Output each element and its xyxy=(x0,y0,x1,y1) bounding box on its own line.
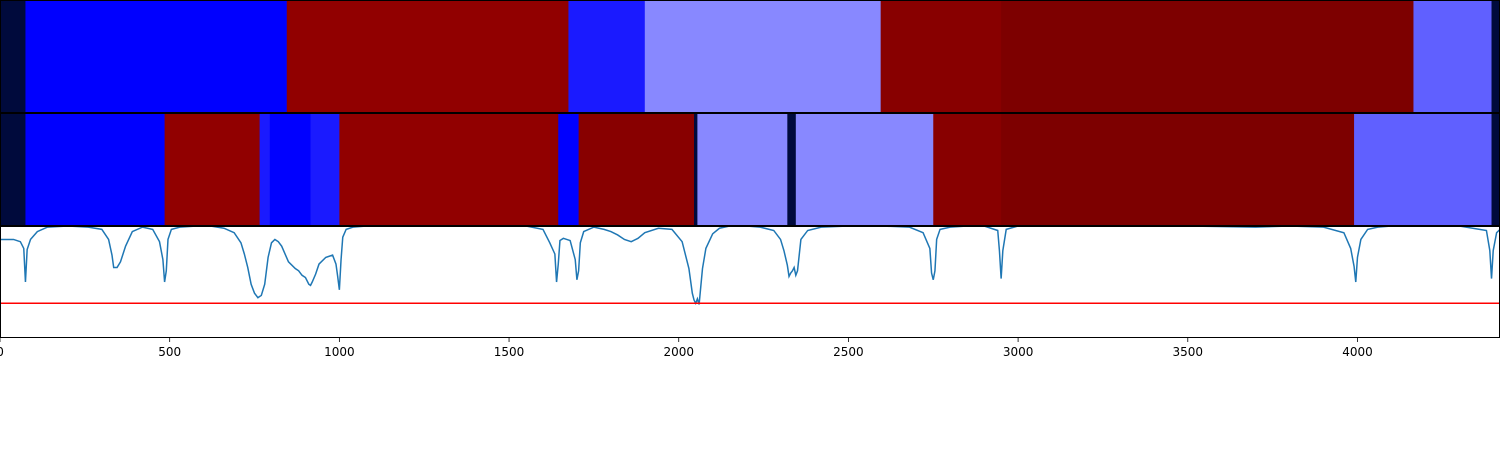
signal-line xyxy=(0,225,1500,306)
heatmap-segment-2-14 xyxy=(933,113,1002,225)
heatmap-track-2 xyxy=(0,113,1500,225)
x-tick-label-2000: 2000 xyxy=(663,345,694,359)
heatmap-segment-1-3 xyxy=(286,0,569,112)
x-tick-label-2500: 2500 xyxy=(833,345,864,359)
heatmap-segment-2-16 xyxy=(1354,113,1493,225)
heatmap-segment-1-5 xyxy=(644,0,882,112)
heatmap-segment-2-13 xyxy=(795,113,934,225)
heatmap-segment-2-10 xyxy=(694,113,698,225)
heatmap-segment-2-17 xyxy=(1491,113,1500,225)
heatmap-segment-1-1 xyxy=(0,0,26,112)
heatmap-segment-1-7 xyxy=(1001,0,1414,112)
line-panel xyxy=(0,225,1500,338)
heatmap-segment-2-12 xyxy=(787,113,797,225)
heatmap-segment-2-3 xyxy=(164,113,261,225)
heatmap-segment-1-9 xyxy=(1491,0,1500,112)
x-axis: 0 500 1000 1500 2000 2500 3000 3500 4000 xyxy=(0,338,1373,359)
x-tick-label-0: 0 xyxy=(0,345,4,359)
heatmap-segment-2-2 xyxy=(25,113,166,225)
heatmap-segment-2-6 xyxy=(310,113,340,225)
heatmap-segment-1-8 xyxy=(1413,0,1493,112)
heatmap-segment-2-1 xyxy=(0,113,26,225)
x-tick-label-1000: 1000 xyxy=(324,345,355,359)
heatmap-track-1 xyxy=(0,0,1500,112)
heatmap-segment-2-4 xyxy=(259,113,271,225)
x-tick-label-4000: 4000 xyxy=(1342,345,1373,359)
x-tick-label-1500: 1500 xyxy=(494,345,525,359)
heatmap-segment-1-4 xyxy=(568,0,646,112)
heatmap-segment-2-8 xyxy=(558,113,580,225)
heatmap-segment-1-6 xyxy=(880,0,1002,112)
heatmap-segment-2-15 xyxy=(1001,113,1355,225)
x-tick-label-3000: 3000 xyxy=(1003,345,1034,359)
heatmap-segment-2-7 xyxy=(339,113,559,225)
x-tick-label-500: 500 xyxy=(158,345,181,359)
line-panel-background xyxy=(0,226,1500,338)
heatmap-segment-2-11 xyxy=(697,113,788,225)
heatmap-segment-2-5 xyxy=(269,113,312,225)
heatmap-segment-1-2 xyxy=(25,0,288,112)
x-tick-label-3500: 3500 xyxy=(1173,345,1204,359)
heatmap-segment-2-9 xyxy=(578,113,695,225)
